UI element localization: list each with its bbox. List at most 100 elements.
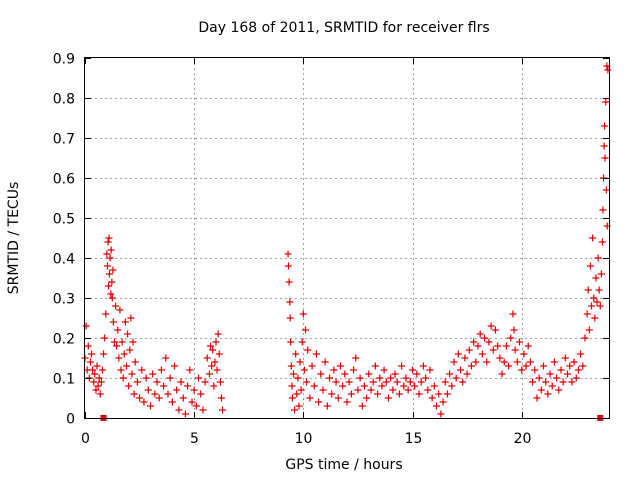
data-point	[112, 302, 120, 310]
data-point	[299, 310, 307, 318]
data-point	[382, 378, 390, 386]
data-point	[597, 270, 605, 278]
data-point	[595, 286, 603, 294]
data-point	[108, 294, 116, 302]
data-point	[485, 338, 493, 346]
data-point	[505, 362, 513, 370]
data-point	[97, 378, 105, 386]
data-point	[205, 370, 213, 378]
data-point	[208, 362, 216, 370]
data-point	[326, 374, 334, 382]
data-point	[302, 326, 310, 334]
x-tick-label: 10	[295, 431, 313, 447]
data-point	[310, 382, 318, 390]
data-point	[553, 374, 561, 382]
data-point	[101, 334, 109, 342]
data-point	[162, 354, 170, 362]
data-point	[489, 346, 497, 354]
data-point	[557, 366, 565, 374]
data-point	[463, 370, 471, 378]
y-tick-label: 0.7	[53, 132, 75, 148]
data-point	[415, 390, 423, 398]
data-point	[100, 350, 108, 358]
data-point	[90, 378, 98, 386]
data-point	[296, 358, 304, 366]
data-point	[417, 378, 425, 386]
data-point	[168, 398, 176, 406]
data-point	[95, 374, 103, 382]
data-point	[315, 398, 323, 406]
data-point	[102, 310, 110, 318]
data-point	[483, 358, 491, 366]
data-point	[186, 366, 194, 374]
data-point	[507, 334, 515, 342]
data-point	[448, 382, 456, 390]
data-point	[441, 378, 449, 386]
data-point	[119, 374, 127, 382]
data-point	[533, 394, 541, 402]
data-point	[564, 370, 572, 378]
data-point	[92, 386, 100, 394]
data-point	[339, 382, 347, 390]
data-point	[570, 358, 578, 366]
data-point	[142, 374, 150, 382]
data-point	[601, 122, 609, 130]
data-point	[354, 386, 362, 394]
data-point	[398, 362, 406, 370]
data-point	[291, 406, 299, 414]
data-point	[124, 330, 132, 338]
y-tick-label: 0.1	[53, 372, 75, 388]
data-point	[286, 314, 294, 322]
data-point	[157, 366, 165, 374]
data-point	[319, 386, 327, 394]
data-point	[312, 350, 320, 358]
data-point	[103, 262, 111, 270]
data-point	[288, 394, 296, 402]
data-point	[125, 382, 133, 390]
data-point	[584, 286, 592, 294]
data-point	[459, 378, 467, 386]
data-point	[209, 346, 217, 354]
data-point	[443, 390, 451, 398]
data-point	[402, 374, 410, 382]
data-point	[586, 262, 594, 270]
data-point	[561, 354, 569, 362]
data-point	[520, 350, 528, 358]
data-point	[363, 394, 371, 402]
data-point	[107, 290, 115, 298]
data-point	[114, 326, 122, 334]
data-point	[478, 350, 486, 358]
data-point	[598, 238, 606, 246]
y-tick-label: 0	[66, 412, 75, 428]
chart-title: Day 168 of 2011, SRMTID for receiver flr…	[198, 20, 489, 36]
data-point	[104, 238, 112, 246]
data-point	[446, 370, 454, 378]
data-point	[589, 234, 597, 242]
data-point	[374, 390, 382, 398]
data-point	[461, 354, 469, 362]
data-point	[518, 366, 526, 374]
plot-frame	[84, 57, 610, 419]
data-point	[413, 370, 421, 378]
data-point	[350, 366, 358, 374]
data-point	[450, 358, 458, 366]
data-point	[136, 394, 144, 402]
data-point	[546, 370, 554, 378]
data-point	[347, 390, 355, 398]
data-point	[426, 366, 434, 374]
data-point	[476, 330, 484, 338]
data-point	[588, 302, 596, 310]
data-point	[295, 402, 303, 410]
data-point	[164, 390, 172, 398]
data-point	[457, 366, 465, 374]
data-point	[602, 186, 610, 194]
data-point	[217, 394, 225, 402]
data-point	[115, 354, 123, 362]
data-point	[147, 402, 154, 410]
data-point	[306, 394, 314, 402]
data-point	[487, 322, 495, 330]
y-tick-label: 0.8	[53, 92, 75, 108]
data-point	[393, 378, 401, 386]
data-point	[472, 358, 480, 366]
